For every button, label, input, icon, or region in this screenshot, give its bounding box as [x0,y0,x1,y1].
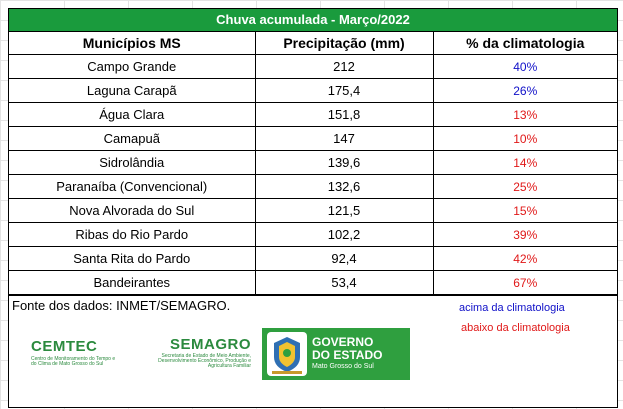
table-title[interactable]: Chuva acumulada - Março/2022 [9,9,617,32]
table-row: Laguna Carapã 175,4 26% [9,78,617,103]
table-footer: Fonte dos dados: INMET/SEMAGRO. acima da… [9,295,617,407]
table-row: Campo Grande 212 40% [9,54,617,79]
data-source-note[interactable]: Fonte dos dados: INMET/SEMAGRO. [12,298,231,313]
climatology-percent-cell[interactable]: 26% [432,78,617,103]
precipitation-cell[interactable]: 212 [254,54,434,79]
gov-logo-line3: Mato Grosso do Sul [312,363,374,370]
municipio-cell[interactable]: Água Clara [9,102,256,127]
header-precipitacao[interactable]: Precipitação (mm) [254,32,434,55]
municipio-cell[interactable]: Santa Rita do Pardo [9,246,256,271]
precipitation-cell[interactable]: 151,8 [254,102,434,127]
precipitation-cell[interactable]: 175,4 [254,78,434,103]
climatology-percent-cell[interactable]: 67% [432,270,617,295]
precipitation-cell[interactable]: 92,4 [254,246,434,271]
climatology-percent-cell[interactable]: 39% [432,222,617,247]
header-row: Municípios MS Precipitação (mm) % da cli… [9,32,617,55]
table-row: Água Clara 151,8 13% [9,102,617,127]
governo-ms-logo-text: GOVERNO DO ESTADO Mato Grosso do Sul [312,336,382,372]
municipio-cell[interactable]: Sidrolândia [9,150,256,175]
state-crest-icon [262,328,312,380]
precipitation-cell[interactable]: 139,6 [254,150,434,175]
climatology-percent-cell[interactable]: 13% [432,102,617,127]
table-row: Santa Rita do Pardo 92,4 42% [9,246,617,271]
climatology-percent-cell[interactable]: 25% [432,174,617,199]
gov-logo-line2: DO ESTADO [312,348,383,362]
climatology-percent-cell[interactable]: 14% [432,150,617,175]
municipio-cell[interactable]: Laguna Carapã [9,78,256,103]
semagro-logo: SEMAGRO Secretaria de Estado de Meio Amb… [141,336,251,369]
cemtec-logo: CEMTEC Centro de Monitoramento do Tempo … [31,338,121,367]
climatology-percent-cell[interactable]: 42% [432,246,617,271]
precipitation-cell[interactable]: 53,4 [254,270,434,295]
municipio-cell[interactable]: Campo Grande [9,54,256,79]
rain-table: Municípios MS Precipitação (mm) % da cli… [9,32,617,295]
precipitation-cell[interactable]: 121,5 [254,198,434,223]
table-row: Sidrolândia 139,6 14% [9,150,617,175]
semagro-logo-name: SEMAGRO [169,336,251,353]
legend-below-climatology[interactable]: abaixo da climatologia [461,322,570,334]
semagro-logo-subtitle: Secretaria de Estado de Meio Ambiente, D… [158,353,251,369]
precipitation-cell[interactable]: 132,6 [254,174,434,199]
governo-ms-logo: GOVERNO DO ESTADO Mato Grosso do Sul [262,328,410,380]
table-row: Paranaíba (Convencional) 132,6 25% [9,174,617,199]
municipio-cell[interactable]: Paranaíba (Convencional) [9,174,256,199]
table-row: Bandeirantes 53,4 67% [9,270,617,295]
cemtec-logo-name: CEMTEC [31,338,98,355]
municipio-cell[interactable]: Nova Alvorada do Sul [9,198,256,223]
header-municipios[interactable]: Municípios MS [9,32,256,55]
climatology-percent-cell[interactable]: 15% [432,198,617,223]
climatology-percent-cell[interactable]: 10% [432,126,617,151]
climatology-percent-cell[interactable]: 40% [432,54,617,79]
header-climatologia[interactable]: % da climatologia [432,32,617,55]
precipitation-cell[interactable]: 102,2 [254,222,434,247]
table-row: Nova Alvorada do Sul 121,5 15% [9,198,617,223]
table-row: Camapuã 147 10% [9,126,617,151]
municipio-cell[interactable]: Ribas do Rio Pardo [9,222,256,247]
table-row: Ribas do Rio Pardo 102,2 39% [9,222,617,247]
cemtec-logo-subtitle: Centro de Monitoramento do Tempo e do Cl… [31,356,116,367]
rain-table-block: Chuva acumulada - Março/2022 Municípios … [8,8,618,408]
municipio-cell[interactable]: Camapuã [9,126,256,151]
precipitation-cell[interactable]: 147 [254,126,434,151]
municipio-cell[interactable]: Bandeirantes [9,270,256,295]
legend-above-climatology[interactable]: acima da climatologia [459,302,565,314]
gov-logo-line1: GOVERNO [312,335,374,349]
